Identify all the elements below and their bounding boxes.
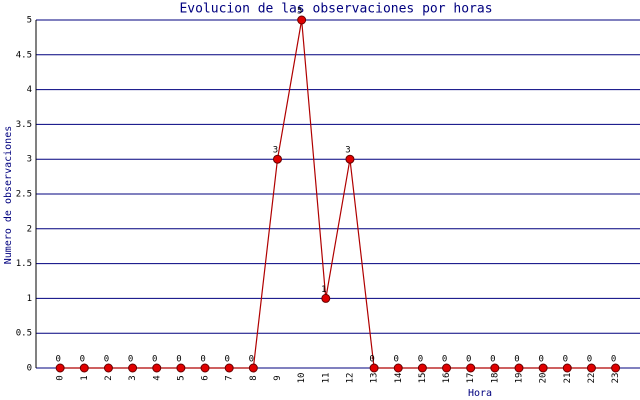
data-point [152,363,162,373]
data-label: 0 [128,355,133,365]
data-point [490,363,500,373]
x-tick-label: 2 [104,375,114,380]
x-tick-label: 4 [152,375,162,380]
data-point [417,363,427,373]
data-label: 0 [514,355,519,365]
data-point [538,363,548,373]
data-point [369,363,379,373]
data-point [442,363,452,373]
data-label: 0 [394,355,399,365]
chart-title: Evolucion de las observaciones por horas [179,2,492,17]
y-tick-label: 1.5 [16,259,32,269]
data-point [586,363,596,373]
x-tick-label: 22 [587,373,597,384]
data-label: 0 [152,355,157,365]
x-tick-label: 12 [345,373,355,384]
data-point [321,293,331,303]
x-tick-label: 9 [273,375,283,380]
data-label: 3 [345,146,350,156]
data-label: 0 [55,355,60,365]
x-tick-label: 0 [56,375,66,380]
data-point [514,363,524,373]
x-tick-label: 18 [490,373,500,384]
data-label: 0 [490,355,495,365]
data-point [562,363,572,373]
data-point [200,363,210,373]
y-tick-label: 1 [27,294,32,304]
y-tick-label: 0.5 [16,329,32,339]
y-tick-label: 4.5 [16,50,32,60]
data-label: 0 [563,355,568,365]
data-point [466,363,476,373]
data-label: 0 [587,355,592,365]
x-tick-label: 5 [176,375,186,380]
x-tick-label: 20 [539,373,549,384]
data-label: 0 [538,355,543,365]
data-point [128,363,138,373]
data-label: 0 [466,355,471,365]
x-tick-label: 14 [394,373,404,384]
data-point [79,363,89,373]
y-tick-label: 5 [27,16,32,26]
y-tick-label: 2 [27,224,32,234]
data-label: 0 [80,355,85,365]
data-label: 0 [176,355,181,365]
x-tick-label: 15 [418,373,428,384]
data-label: 5 [297,7,302,17]
data-label: 0 [249,355,254,365]
data-label: 0 [442,355,447,365]
y-tick-label: 2.5 [16,190,32,200]
data-point [248,363,258,373]
x-tick-label: 17 [466,373,476,384]
x-tick-label: 6 [201,375,211,380]
data-point [55,363,65,373]
x-tick-label: 10 [297,373,307,384]
data-point [176,363,186,373]
y-tick-label: 3.5 [16,120,32,130]
data-point [393,363,403,373]
data-label: 1 [321,285,326,295]
x-tick-label: 3 [128,375,138,380]
data-label: 0 [104,355,109,365]
data-label: 0 [224,355,229,365]
x-axis-label: Hora [468,388,492,399]
data-point [345,154,355,164]
x-tick-label: 13 [370,373,380,384]
data-point [224,363,234,373]
data-label: 0 [200,355,205,365]
y-tick-label: 0 [27,364,32,374]
y-tick-label: 3 [27,155,32,165]
x-tick-label: 16 [442,373,452,384]
data-label: 3 [273,146,278,156]
data-label: 0 [418,355,423,365]
y-axis-label: Numero de observaciones [3,126,14,264]
x-tick-label: 23 [611,373,621,384]
x-tick-label: 11 [321,373,331,384]
y-tick-label: 4 [27,85,32,95]
x-tick-label: 8 [249,375,259,380]
data-point [273,154,282,164]
x-tick-label: 7 [225,375,235,380]
data-point [103,363,113,373]
x-tick-label: 21 [563,373,573,384]
data-label: 0 [611,355,616,365]
data-point [611,363,621,373]
data-point [297,15,307,25]
x-tick-label: 1 [80,375,90,380]
x-tick-label: 19 [515,373,525,384]
data-label: 0 [369,355,374,365]
